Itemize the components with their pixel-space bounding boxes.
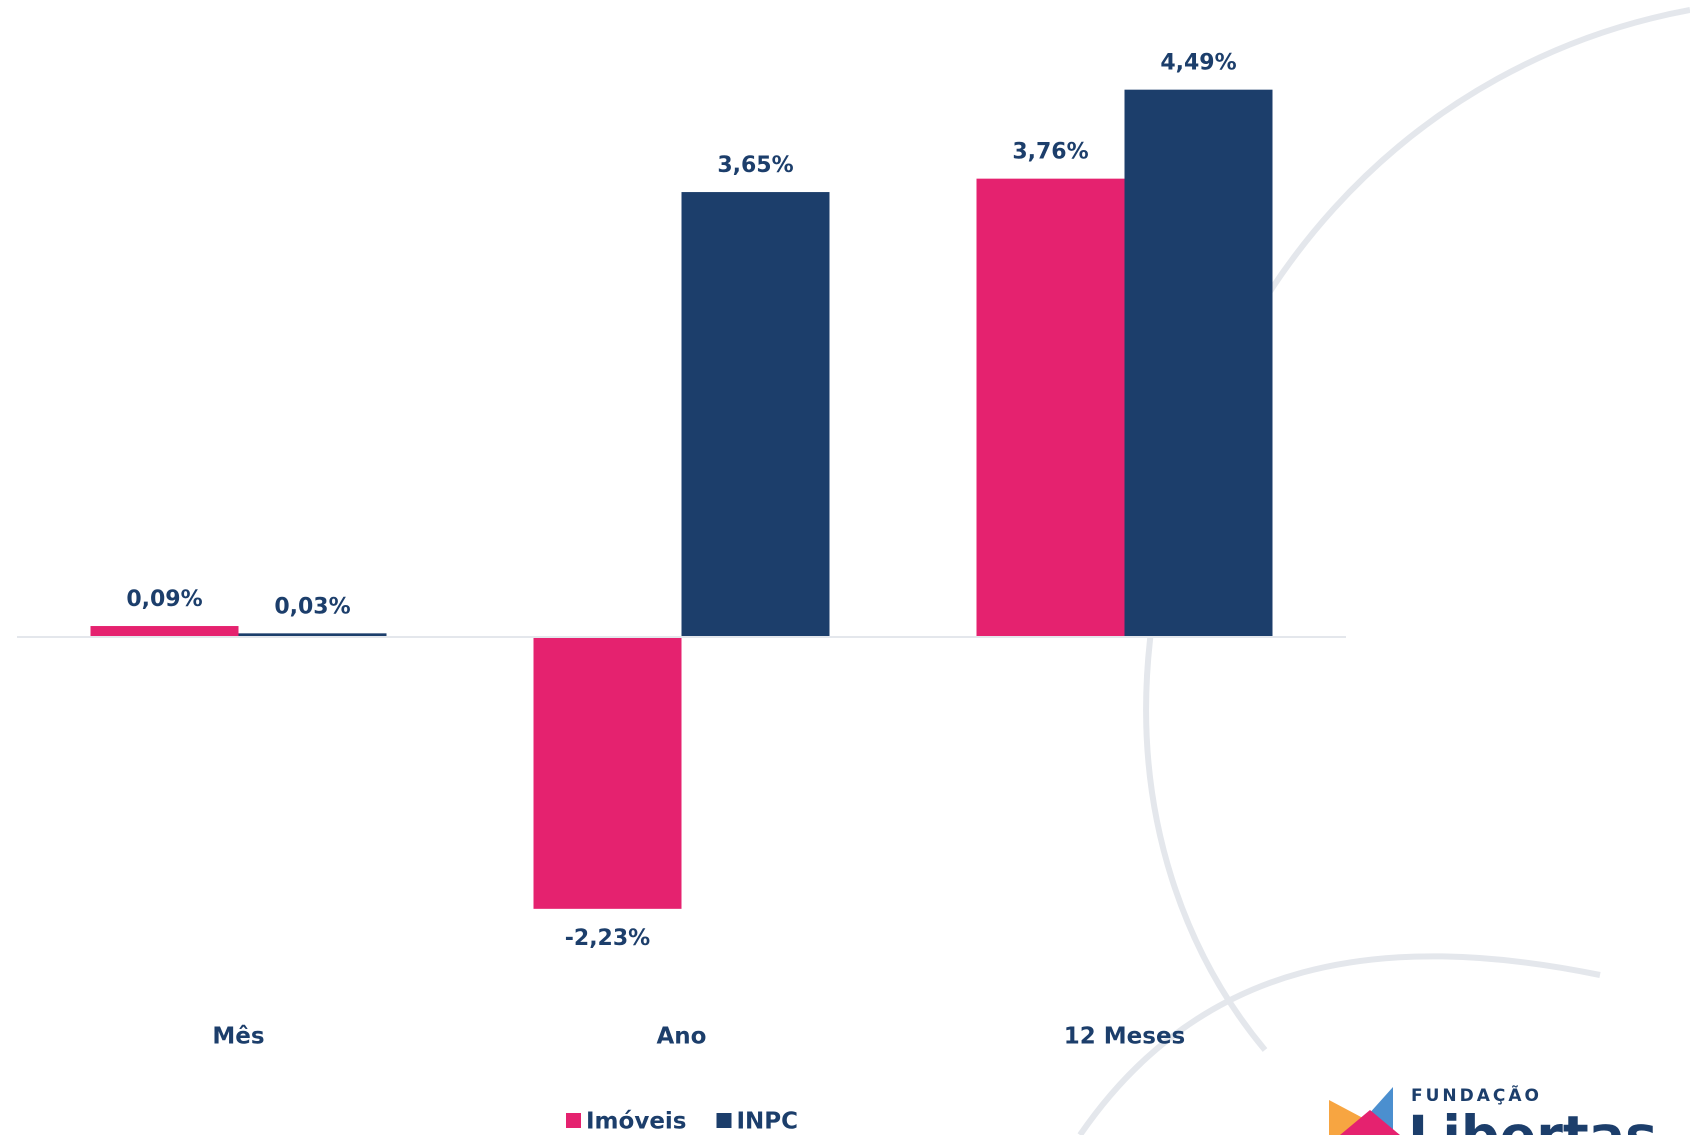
legend-label: INPC <box>737 1109 799 1135</box>
bar <box>90 626 239 637</box>
legend-swatch <box>566 1113 581 1128</box>
x-tick-label: 12 Meses <box>1064 1024 1185 1050</box>
legend-swatch <box>716 1113 732 1128</box>
value-label: 3,65% <box>717 153 793 178</box>
bar <box>238 633 387 637</box>
logo-top: FUNDAÇÃO <box>1411 1083 1542 1106</box>
value-label: 0,03% <box>274 594 350 619</box>
x-tick-label: Mês <box>212 1024 264 1050</box>
value-label: -2,23% <box>565 926 650 951</box>
bar <box>1124 89 1273 637</box>
legend-label: Imóveis <box>586 1109 687 1135</box>
value-label: 3,76% <box>1012 140 1088 165</box>
bar <box>681 192 830 637</box>
logo: FUNDAÇÃO Libertas <box>1329 1083 1657 1135</box>
bar <box>976 178 1125 637</box>
logo-name: Libertas <box>1408 1105 1657 1135</box>
value-label: 0,09% <box>126 587 202 612</box>
x-tick-label: Ano <box>657 1024 707 1050</box>
value-label: 4,49% <box>1160 51 1236 76</box>
bar <box>533 637 682 909</box>
